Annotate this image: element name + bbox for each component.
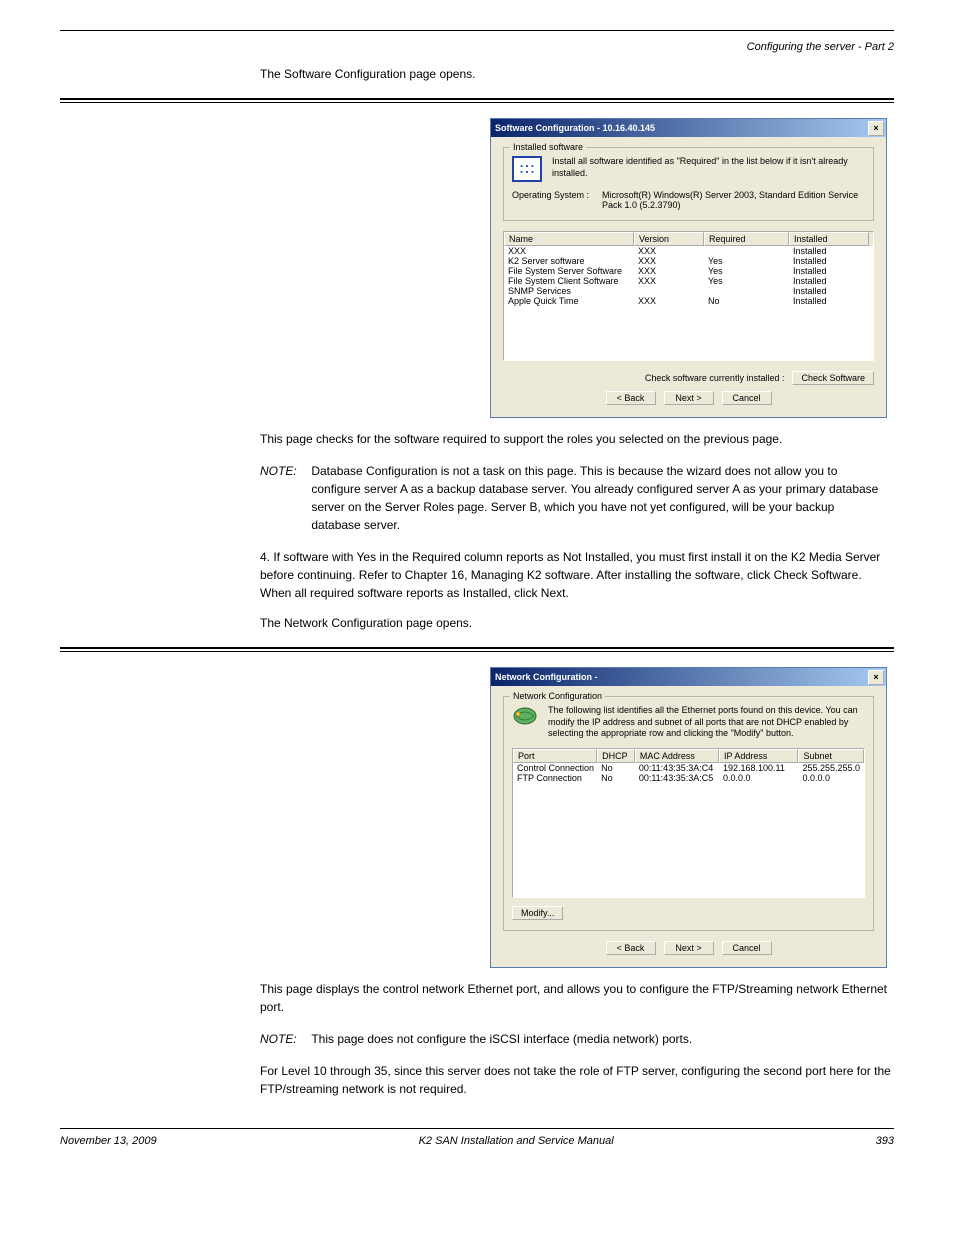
cell-installed: Installed: [789, 246, 869, 256]
cell-installed: Installed: [789, 286, 869, 296]
cancel-button[interactable]: Cancel: [722, 391, 772, 405]
network-config-dialog: Network Configuration - × Network Config…: [490, 667, 887, 968]
cell-installed: Installed: [789, 266, 869, 276]
next-button[interactable]: Next >: [664, 941, 714, 955]
after-step: The Network Configuration page opens.: [260, 614, 894, 632]
col-dhcp[interactable]: DHCP: [597, 749, 635, 763]
cell-subnet: 255.255.255.0: [798, 763, 864, 773]
cell-ip: 192.168.100.11: [719, 763, 798, 773]
note-label: NOTE:: [260, 462, 308, 480]
cell-dhcp: No: [597, 773, 635, 783]
cell-version: [634, 286, 704, 296]
cell-port: Control Connection: [513, 763, 597, 773]
table-row[interactable]: Apple Quick TimeXXXNoInstalled: [504, 296, 873, 306]
step-text: 4. If software with Yes in the Required …: [260, 548, 894, 602]
cell-port: FTP Connection: [513, 773, 597, 783]
col-ip[interactable]: IP Address: [719, 749, 798, 763]
software-config-dialog: Software Configuration - 10.16.40.145 × …: [490, 118, 887, 418]
col-port[interactable]: Port: [513, 749, 597, 763]
cell-required: [704, 286, 789, 296]
cell-required: No: [704, 296, 789, 306]
cell-version: XXX: [634, 266, 704, 276]
close-icon[interactable]: ×: [868, 121, 884, 136]
check-label: Check software currently installed :: [645, 373, 785, 383]
fieldset-legend: Network Configuration: [510, 691, 605, 701]
footer-center: K2 SAN Installation and Service Manual: [419, 1135, 614, 1147]
cell-version: XXX: [634, 296, 704, 306]
col-required[interactable]: Required: [704, 232, 789, 246]
cell-name: SNMP Services: [504, 286, 634, 296]
os-label: Operating System :: [512, 190, 602, 210]
os-value: Microsoft(R) Windows(R) Server 2003, Sta…: [602, 190, 865, 210]
network-icon: [512, 705, 538, 727]
intro-line2: The Software Configuration page opens.: [260, 65, 894, 83]
dialog-title: Network Configuration -: [495, 672, 598, 682]
cell-installed: Installed: [789, 256, 869, 266]
cell-installed: Installed: [789, 296, 869, 306]
note-body: This page does not configure the iSCSI i…: [311, 1030, 885, 1048]
footer-right: 393: [876, 1135, 894, 1147]
next-button[interactable]: Next >: [664, 391, 714, 405]
table-row[interactable]: File System Server SoftwareXXXYesInstall…: [504, 266, 873, 276]
cell-required: [704, 246, 789, 256]
cell-version: XXX: [634, 246, 704, 256]
cell-required: Yes: [704, 266, 789, 276]
cell-mac: 00:11:43:35:3A:C4: [635, 763, 719, 773]
fieldset-legend: Installed software: [510, 142, 586, 152]
cell-required: Yes: [704, 256, 789, 266]
cell-mac: 00:11:43:35:3A:C5: [635, 773, 719, 783]
network-listview: Port DHCP MAC Address IP Address Subnet …: [512, 748, 865, 898]
footer-left: November 13, 2009: [60, 1135, 157, 1147]
cell-installed: Installed: [789, 276, 869, 286]
dialog-desc: The following list identifies all the Et…: [548, 705, 865, 740]
tail-p1: This page displays the control network E…: [260, 980, 894, 1016]
mid-p1: This page checks for the software requir…: [260, 430, 894, 448]
dialog-desc: Install all software identified as "Requ…: [552, 156, 865, 179]
cell-name: K2 Server software: [504, 256, 634, 266]
table-row[interactable]: K2 Server softwareXXXYesInstalled: [504, 256, 873, 266]
software-listview: Name Version Required Installed XXXXXXIn…: [503, 231, 874, 361]
cell-name: XXX: [504, 246, 634, 256]
note-body: Database Configuration is not a task on …: [311, 462, 885, 534]
cell-required: Yes: [704, 276, 789, 286]
table-row[interactable]: FTP ConnectionNo00:11:43:35:3A:C50.0.0.0…: [513, 773, 864, 783]
col-mac[interactable]: MAC Address: [635, 749, 719, 763]
cell-name: File System Server Software: [504, 266, 634, 276]
note-label: NOTE:: [260, 1030, 308, 1048]
col-version[interactable]: Version: [634, 232, 704, 246]
table-row[interactable]: File System Client SoftwareXXXYesInstall…: [504, 276, 873, 286]
dialog-title: Software Configuration - 10.16.40.145: [495, 123, 655, 133]
table-row[interactable]: Control ConnectionNo00:11:43:35:3A:C4192…: [513, 763, 864, 773]
cell-ip: 0.0.0.0: [719, 773, 798, 783]
page-header-right: Configuring the server - Part 2: [60, 41, 894, 53]
check-software-button[interactable]: Check Software: [792, 371, 874, 385]
cell-name: File System Client Software: [504, 276, 634, 286]
col-name[interactable]: Name: [504, 232, 634, 246]
cell-name: Apple Quick Time: [504, 296, 634, 306]
cell-version: XXX: [634, 256, 704, 266]
back-button[interactable]: < Back: [606, 941, 656, 955]
close-icon[interactable]: ×: [868, 670, 884, 685]
tail-p2: For Level 10 through 35, since this serv…: [260, 1062, 894, 1098]
col-installed[interactable]: Installed: [789, 232, 869, 246]
cell-dhcp: No: [597, 763, 635, 773]
table-row[interactable]: SNMP Services Installed: [504, 286, 873, 296]
software-icon: [512, 156, 542, 182]
modify-button[interactable]: Modify...: [512, 906, 563, 920]
back-button[interactable]: < Back: [606, 391, 656, 405]
table-row[interactable]: XXXXXX Installed: [504, 246, 873, 256]
col-subnet[interactable]: Subnet: [798, 749, 864, 763]
cell-subnet: 0.0.0.0: [798, 773, 864, 783]
cell-version: XXX: [634, 276, 704, 286]
cancel-button[interactable]: Cancel: [722, 941, 772, 955]
